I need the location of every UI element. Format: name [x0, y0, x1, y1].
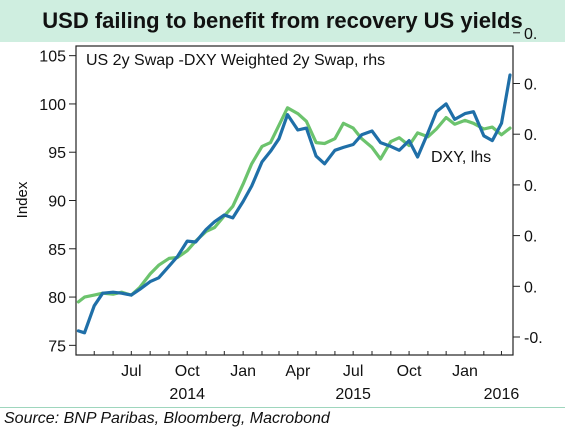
x-tick-label-5: Oct — [397, 363, 422, 380]
left-tick-label-0: 75 — [48, 338, 66, 355]
right-tick-label-1: 0. — [524, 279, 537, 296]
y-axis-label: Index — [14, 181, 31, 218]
left-tick-label-4: 95 — [48, 145, 66, 162]
right-tick-label-5: 0. — [524, 77, 537, 94]
title-bar — [0, 0, 565, 42]
x-tick-label-2: Jan — [230, 363, 256, 380]
annotation-dxy-bg — [430, 146, 508, 166]
year-label-0: 2014 — [169, 386, 205, 403]
plot-area — [75, 45, 514, 356]
series-lines — [76, 73, 512, 335]
left-axis: 75 80 85 90 95 100 105 — [39, 49, 76, 355]
source-divider — [0, 407, 565, 408]
right-tick-label-6: 0. — [524, 26, 537, 43]
source-note: Source: BNP Paribas, Bloomberg, Macrobon… — [4, 410, 330, 427]
right-tick-label-0: -0. — [524, 330, 543, 347]
left-tick-label-2: 85 — [48, 242, 66, 259]
x-axis: Jul Oct Jan Apr Jul Oct Jan 2014 2015 2016 — [93, 351, 520, 403]
right-tick-label-3: 0. — [524, 178, 537, 195]
x-tick-label-6: Jan — [452, 363, 478, 380]
x-tick-label-1: Oct — [175, 363, 200, 380]
left-tick-label-3: 90 — [48, 194, 66, 211]
annotation-top-bg — [84, 48, 440, 70]
series-line-swap-spread — [76, 106, 512, 304]
series-line-dxy — [76, 73, 512, 335]
annotation-top: US 2y Swap -DXY Weighted 2y Swap, rhs — [86, 52, 385, 69]
year-label-1: 2015 — [335, 386, 371, 403]
right-axis: -0. 0. 0. 0. 0. 0. 0. — [513, 26, 543, 347]
x-tick-label-0: Jul — [121, 363, 141, 380]
annotation-dxy: DXY, lhs — [431, 149, 491, 166]
x-tick-label-3: Apr — [285, 363, 311, 380]
left-tick-label-6: 105 — [39, 49, 66, 66]
x-tick-label-4: Jul — [343, 363, 363, 380]
chart-title: USD failing to benefit from recovery US … — [42, 8, 523, 33]
right-tick-label-4: 0. — [524, 127, 537, 144]
left-tick-label-1: 80 — [48, 290, 66, 307]
right-tick-label-2: 0. — [524, 229, 537, 246]
left-tick-label-5: 100 — [39, 97, 66, 114]
year-label-2: 2016 — [484, 386, 520, 403]
